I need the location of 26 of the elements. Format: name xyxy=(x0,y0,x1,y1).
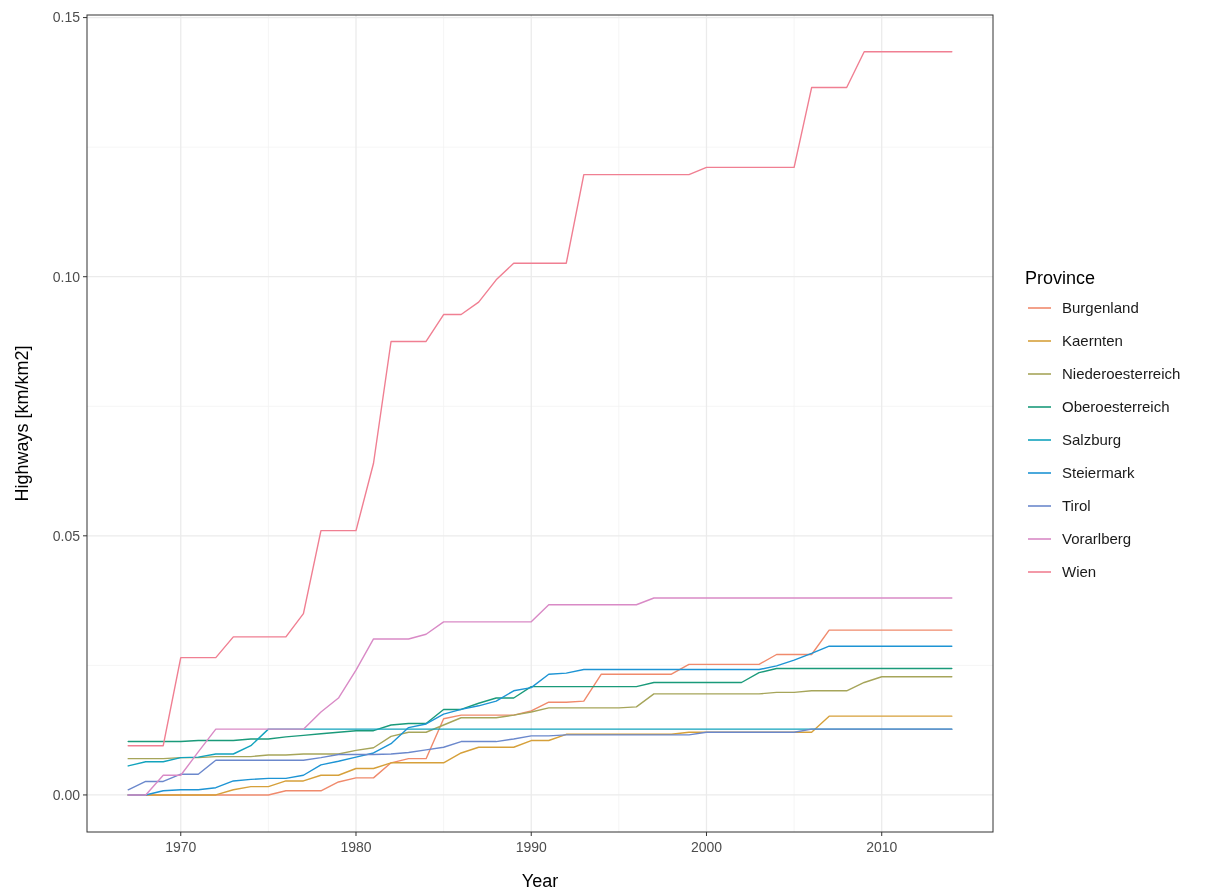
legend-label: Kaernten xyxy=(1062,332,1123,350)
legend-label: Oberoesterreich xyxy=(1062,398,1170,416)
y-tick-label: 0.15 xyxy=(52,9,81,26)
y-axis-title: Highways [km/km2] xyxy=(12,345,32,502)
legend-title: Province xyxy=(1025,268,1096,288)
x-tick-label: 1980 xyxy=(340,839,372,855)
legend-label: Tirol xyxy=(1062,497,1091,515)
line-series xyxy=(127,667,953,743)
line-series xyxy=(127,728,953,791)
legend-label: Burgenland xyxy=(1062,299,1139,317)
legend-label: Salzburg xyxy=(1062,431,1122,449)
legend-label: Niederoesterreich xyxy=(1062,365,1181,383)
line-series xyxy=(127,51,953,747)
legend-label: Steiermark xyxy=(1062,464,1136,482)
y-tick-label: 0.00 xyxy=(52,786,81,803)
x-tick-label: 1990 xyxy=(515,839,548,855)
legend-label: Vorarlberg xyxy=(1062,530,1132,548)
legend-label: Wien xyxy=(1062,563,1097,581)
x-axis-title: Year xyxy=(521,871,559,891)
line-series xyxy=(127,676,953,760)
x-tick-label: 1970 xyxy=(165,839,197,855)
x-tick-label: 2000 xyxy=(690,839,723,855)
line-series xyxy=(127,597,953,796)
y-tick-label: 0.05 xyxy=(52,527,81,544)
x-tick-label: 2010 xyxy=(866,839,898,855)
y-tick-label: 0.10 xyxy=(52,268,81,285)
